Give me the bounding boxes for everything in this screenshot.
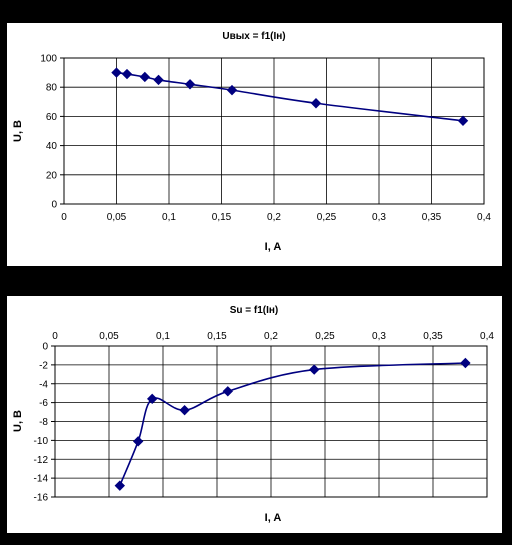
y-tick-label: 60 — [46, 112, 58, 123]
y-tick-label: -8 — [39, 417, 48, 428]
x-tick-label: 0,1 — [156, 331, 170, 342]
data-point-marker — [121, 68, 133, 80]
data-point-marker — [139, 71, 151, 83]
x-tick-label: 0,2 — [264, 331, 278, 342]
x-tick-label: 0,2 — [267, 212, 281, 223]
y-tick-label: 20 — [46, 170, 58, 181]
data-point-marker — [111, 67, 122, 78]
x-tick-label: 0 — [52, 331, 58, 342]
output-voltage-chart: Uвых = f1(Iн) 0 0,05 0,1 0,15 0,2 0,25 0,3 0,35… — [12, 31, 491, 253]
data-point-marker — [310, 98, 322, 109]
chart-panel-output-voltage: Uвых = f1(Iн) 0 0,05 0,1 0,15 0,2 0,25 0,3 0,35… — [7, 23, 502, 266]
y-tick-label: 40 — [46, 141, 58, 152]
data-point-marker — [460, 357, 471, 369]
x-tick-label: 0,15 — [212, 212, 232, 223]
chart-title: Su = f1(Iн) — [230, 305, 279, 316]
y-tick-label: -4 — [39, 379, 48, 390]
x-tick-label: 0,4 — [477, 212, 491, 223]
data-point-marker — [184, 79, 196, 90]
y-tick-label: 80 — [46, 83, 58, 94]
y-tick-label: 100 — [40, 54, 57, 65]
x-tick-label: 0,25 — [315, 331, 335, 342]
data-point-marker — [222, 386, 234, 397]
x-axis-label: I, A — [265, 512, 282, 524]
data-point-marker — [457, 115, 469, 126]
data-point-marker — [153, 74, 164, 86]
data-point-marker — [146, 393, 158, 405]
x-tick-label: 0,3 — [372, 212, 386, 223]
x-tick-label: 0,35 — [422, 212, 442, 223]
x-tick-label: 0,05 — [107, 212, 127, 223]
x-tick-label: 0,05 — [99, 331, 119, 342]
x-tick-label: 0,4 — [480, 331, 494, 342]
x-tick-label: 0,15 — [207, 331, 227, 342]
x-axis-label: I, A — [265, 241, 282, 253]
data-point-marker — [132, 436, 144, 447]
chart-title: Uвых = f1(Iн) — [222, 31, 285, 42]
x-tick-label: 0,35 — [423, 331, 443, 342]
y-tick-label: -6 — [39, 398, 48, 409]
data-point-marker — [226, 84, 238, 96]
x-tick-label: 0 — [61, 212, 67, 223]
data-point-marker — [114, 480, 126, 491]
y-axis-label: U, B — [12, 120, 24, 142]
x-tick-label: 0,1 — [162, 212, 176, 223]
y-axis-label: U, B — [12, 410, 24, 432]
chart-panel-stability: Su = f1(Iн) 0 0,05 0,1 0,15 0,2 0,25 0,3 0,35 0,… — [7, 296, 502, 533]
y-tick-label: -2 — [39, 360, 48, 371]
y-tick-label: -12 — [34, 455, 49, 466]
y-tick-label: -14 — [34, 474, 49, 485]
y-tick-label: -16 — [34, 493, 49, 504]
stability-chart: Su = f1(Iн) 0 0,05 0,1 0,15 0,2 0,25 0,3 0,35 0,… — [12, 305, 494, 524]
data-point-marker — [179, 404, 190, 416]
y-tick-label: 0 — [42, 342, 48, 353]
data-point-marker — [308, 364, 320, 375]
y-tick-label: -10 — [34, 436, 49, 447]
x-tick-label: 0,3 — [372, 331, 386, 342]
x-tick-label: 0,25 — [317, 212, 337, 223]
y-tick-label: 0 — [51, 200, 57, 211]
